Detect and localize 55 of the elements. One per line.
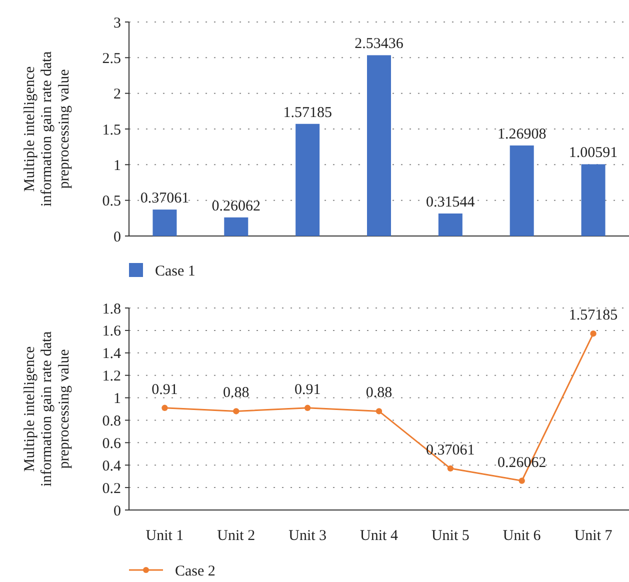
y-tick-label: 0.8 [102,413,121,430]
data-label: 0.37061 [140,190,190,207]
point [590,330,596,337]
bar [510,145,534,236]
point [233,408,240,414]
bar [224,217,248,236]
x-tick-label: Unit 7 [574,528,613,544]
y-tick-label: 0.6 [102,436,122,452]
y-tick-label: 0.4 [102,458,122,474]
data-label: 0.91 [152,382,178,398]
y-tick-label: 2 [114,86,121,103]
y-tick-label: 1.5 [102,122,121,138]
data-label: 1.26908 [497,126,546,142]
legend-label: Case 2 [175,563,216,580]
y-tick-label: 1.2 [102,368,121,385]
x-tick-label: Unit 6 [502,528,542,544]
data-label: 2.53436 [354,36,404,52]
y-tick-label: 2.5 [102,50,121,67]
data-label: 1.57185 [283,104,332,121]
y-tick-label: 1.6 [102,324,122,340]
bar [296,124,320,236]
y-axis-title: Multiple intelligence information gain rate data preprocessing value [22,50,72,207]
x-tick-label: Unit 1 [146,528,184,544]
point [447,465,454,472]
data-label: 0.91 [294,382,321,398]
data-label: 0.26062 [212,198,261,214]
point [304,404,311,411]
y-tick-label: 0.2 [102,480,121,497]
data-label: 0.31544 [426,194,476,210]
x-tick-label: Unit 5 [431,528,470,544]
data-label: 0.88 [366,385,392,402]
bar [438,214,462,236]
y-tick-label: 1.4 [102,346,122,362]
y-tick-label: 0 [114,503,121,520]
bar [367,55,391,236]
point [376,408,382,414]
y-tick-label: 1 [114,158,121,174]
data-label: 0.88 [223,385,250,402]
legend-label: Case 1 [155,263,196,280]
bar [152,210,177,236]
y-tick-label: 3 [114,15,121,32]
bar [581,164,606,236]
x-tick-label: Unit 2 [217,528,256,544]
x-tick-label: Unit 3 [288,528,327,544]
y-tick-label: 1 [114,391,121,408]
point [518,478,525,484]
y-axis-title: Multiple intelligence information gain rate data preprocessing value [22,330,72,487]
data-label: 1.57185 [568,308,618,324]
x-tick-label: Unit 4 [360,528,398,544]
point [162,404,168,411]
data-label: 1.00591 [568,145,618,162]
data-label: 0.37061 [426,442,475,458]
y-tick-label: 0.5 [102,194,121,210]
y-tick-label: 1.8 [102,301,121,318]
y-tick-label: 0 [114,229,121,246]
